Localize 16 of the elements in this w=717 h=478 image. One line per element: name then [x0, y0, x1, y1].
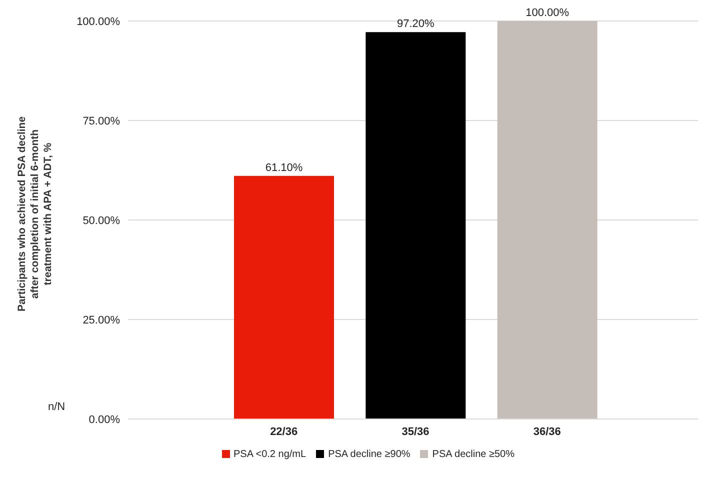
y-tick-label: 75.00% [82, 115, 120, 128]
x-tick-label: 35/36 [402, 426, 430, 438]
legend-label: PSA <0.2 ng/mL [234, 449, 306, 460]
data-label: 100.00% [526, 7, 570, 19]
y-tick-label: 100.00% [76, 16, 120, 28]
x-tick-label: 36/36 [533, 426, 561, 438]
y-axis-title: Participants who achieved PSA decline after completion of initial 6-month treatment with APA + ADT, % [16, 116, 54, 312]
y-tick-label: 50.00% [82, 214, 120, 227]
x-axis-title: n/N [48, 401, 66, 413]
data-label: 61.10% [265, 162, 303, 174]
y-tick-label: 0.00% [88, 414, 120, 426]
legend-label: PSA decline ≥90% [328, 449, 410, 460]
y-tick-label: 25.00% [82, 314, 120, 326]
x-tick-label: 22/36 [270, 426, 298, 438]
legend-label: PSA decline ≥50% [432, 449, 514, 460]
data-label: 97.20% [397, 18, 435, 30]
